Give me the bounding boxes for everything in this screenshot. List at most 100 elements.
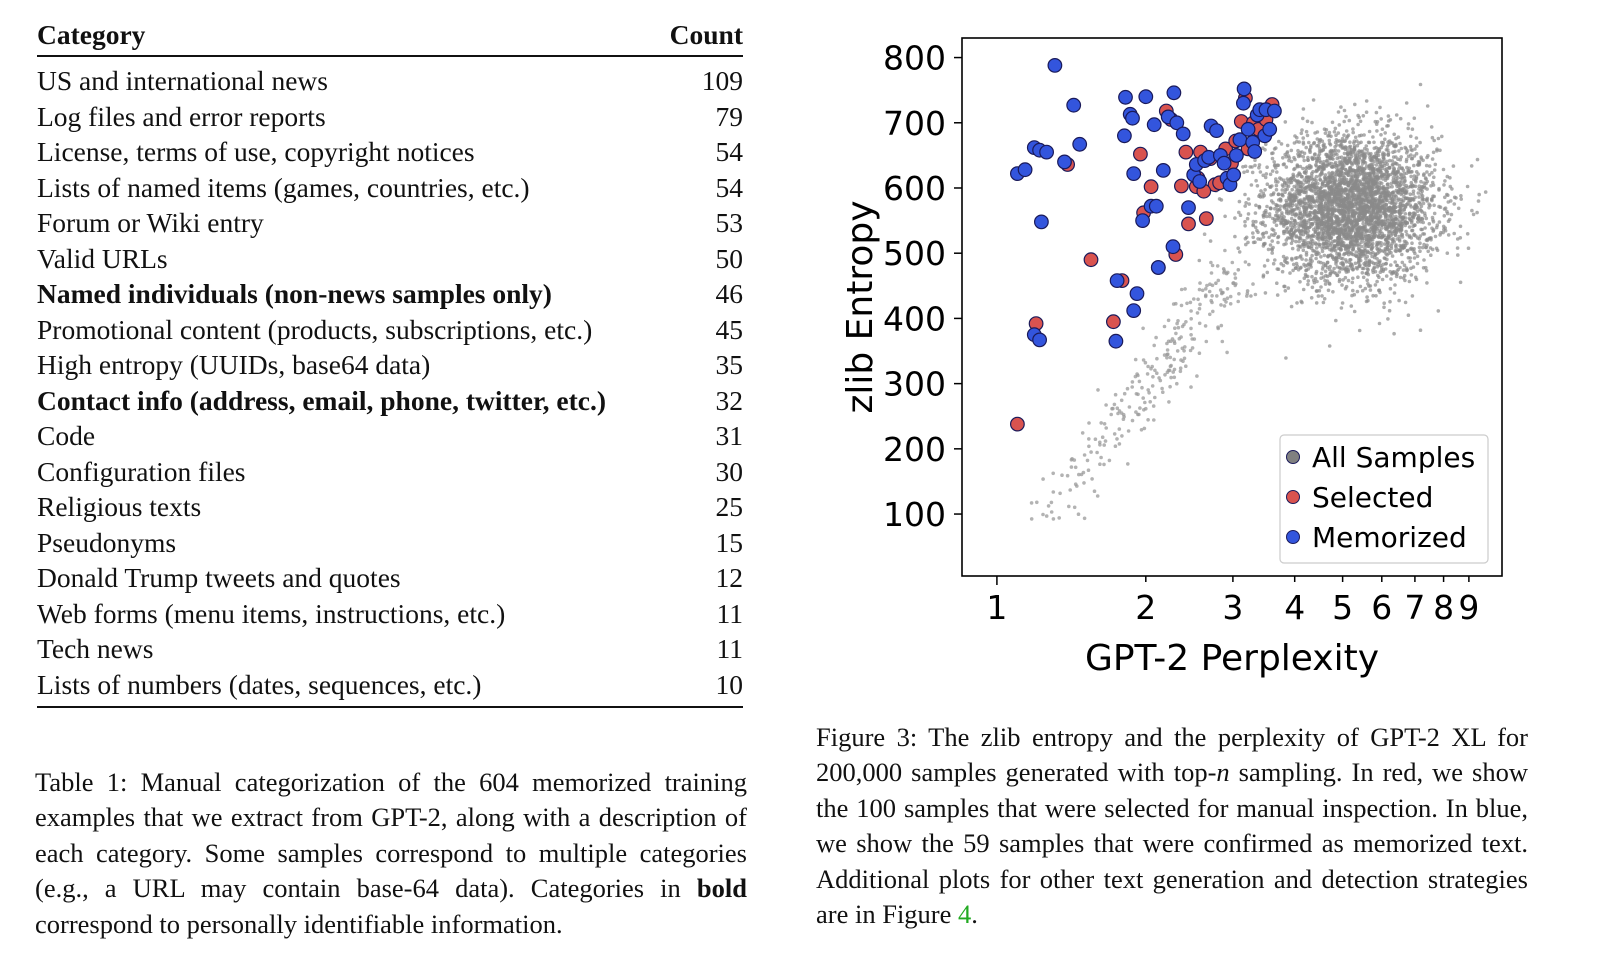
all-samples-point [1357,141,1361,145]
all-samples-point [1137,379,1142,384]
all-samples-point [1285,143,1290,148]
figure-caption-text-end: . [971,899,978,929]
all-samples-point [1143,400,1147,405]
all-samples-point [1327,235,1331,239]
all-samples-point [1134,410,1138,414]
all-samples-point [1271,151,1275,155]
all-samples-point [1080,431,1085,435]
figure-ref-link[interactable]: 4 [958,899,972,929]
all-samples-point [1362,227,1367,232]
all-samples-point [1140,385,1144,390]
all-samples-point [1276,180,1280,184]
all-samples-point [1148,400,1152,404]
all-samples-point [1322,159,1326,164]
all-samples-point [1294,239,1298,244]
all-samples-point [1308,148,1312,153]
all-samples-point [1270,169,1275,173]
all-samples-point [1251,240,1256,245]
all-samples-point [1403,221,1408,225]
all-samples-point [1125,386,1130,391]
all-samples-point [1165,341,1169,346]
all-samples-point [1299,299,1303,304]
all-samples-point [1197,258,1202,263]
all-samples-point [1274,223,1279,228]
table-row: Contact info (address, email, phone, twi… [37,383,743,419]
all-samples-point [1320,294,1324,298]
all-samples-point [1403,205,1407,209]
all-samples-point [1377,275,1381,279]
all-samples-point [1355,207,1359,211]
all-samples-point [1378,213,1383,218]
all-samples-point [1323,269,1328,274]
all-samples-point [1438,205,1443,209]
all-samples-point [1378,259,1382,263]
all-samples-point [1157,376,1161,380]
memorized-point [1135,213,1151,229]
all-samples-point [1162,353,1167,357]
all-samples-point [1388,158,1392,163]
all-samples-point [1166,352,1170,357]
all-samples-point [1412,154,1417,158]
all-samples-point [1282,229,1287,234]
all-samples-point [1339,227,1343,231]
all-samples-point [1397,298,1401,303]
all-samples-point [1318,186,1323,190]
all-samples-point [1275,293,1280,297]
all-samples-point [1387,142,1391,147]
all-samples-point [1329,271,1333,275]
all-samples-point [1436,309,1441,313]
all-samples-point [1373,269,1378,274]
all-samples-point [1278,204,1283,208]
all-samples-point [1380,277,1385,282]
count-cell: 54 [715,171,744,203]
all-samples-point [1362,133,1366,137]
all-samples-point [1343,156,1347,161]
table-header-row: Category Count [37,18,743,57]
all-samples-point [1303,201,1308,205]
all-samples-point [1285,183,1289,188]
all-samples-point [1372,159,1377,164]
all-samples-point [1403,300,1408,305]
all-samples-point [1360,187,1365,191]
all-samples-point [1408,259,1412,264]
all-samples-point [1310,155,1314,160]
all-samples-point [1360,162,1365,166]
all-samples-point [1099,455,1103,460]
all-samples-point [1330,149,1334,154]
category-cell: Pseudonyms [37,526,177,558]
all-samples-point [1029,501,1034,505]
all-samples-point [1329,165,1334,169]
all-samples-point [1219,198,1224,202]
all-samples-point [1358,180,1363,184]
all-samples-point [1413,147,1417,151]
table-row: Tech news 11 [37,631,743,667]
all-samples-point [1299,216,1303,220]
all-samples-point [1377,231,1382,235]
all-samples-point [1210,300,1214,305]
table-row: Forum or Wiki entry 53 [37,205,743,241]
all-samples-point [1297,198,1301,203]
all-samples-point [1337,139,1342,143]
all-samples-point [1029,517,1034,521]
all-samples-point [1310,253,1314,258]
all-samples-point [1371,135,1375,139]
count-cell: 31 [715,420,744,451]
all-samples-point [1378,105,1382,110]
all-samples-point [1282,205,1287,210]
all-samples-point [1138,406,1142,410]
all-samples-point [1268,214,1272,219]
all-samples-point [1445,174,1450,179]
all-samples-point [1178,366,1183,371]
all-samples-point [1307,178,1311,183]
all-samples-point [1311,248,1315,253]
all-samples-point [1352,139,1357,143]
all-samples-point [1311,141,1316,146]
all-samples-point [1364,110,1369,114]
all-samples-point [1351,191,1355,195]
all-samples-point [1368,153,1372,157]
all-samples-point [1346,247,1351,251]
all-samples-point [1321,234,1325,238]
all-samples-point [1383,246,1388,251]
memorized-series [1009,58,1282,349]
all-samples-point [1418,82,1423,87]
